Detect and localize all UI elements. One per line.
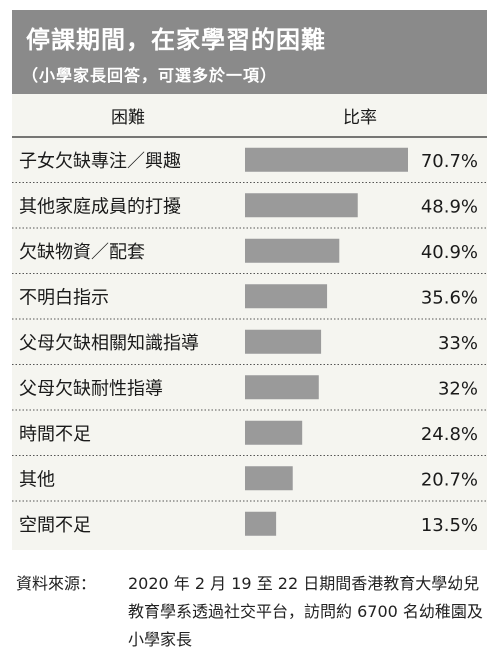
value-label: 33% (438, 333, 478, 354)
bar (245, 284, 328, 309)
value-label: 35.6% (421, 287, 478, 308)
category-label: 父母欠缺相關知識指導 (19, 333, 199, 354)
chart-title: 停課期間，在家學習的困難 (26, 26, 326, 54)
category-label: 其他 (19, 469, 55, 490)
bar (245, 329, 322, 354)
category-label: 子女欠缺專注／興趣 (19, 151, 181, 172)
bar (245, 238, 340, 263)
column-header-rate: 比率 (343, 108, 377, 128)
value-label: 40.9% (421, 242, 478, 263)
value-label: 48.9% (421, 196, 478, 217)
value-label: 32% (438, 378, 478, 399)
value-label: 24.8% (421, 424, 478, 445)
bar (245, 147, 408, 172)
bar (245, 193, 358, 218)
category-label: 其他家庭成員的打擾 (19, 196, 181, 217)
bar (245, 466, 293, 491)
value-label: 20.7% (421, 469, 478, 490)
chart-header: 停課期間，在家學習的困難 （小學家長回答，可選多於一項） (12, 10, 487, 94)
category-label: 時間不足 (19, 424, 91, 445)
value-label: 70.7% (421, 151, 478, 172)
category-label: 不明白指示 (19, 287, 109, 308)
column-header-category: 困難 (111, 108, 145, 128)
category-label: 空間不足 (19, 515, 91, 536)
value-label: 13.5% (421, 515, 478, 536)
bar (245, 420, 303, 445)
category-label: 父母欠缺耐性指導 (19, 378, 163, 399)
bar (245, 375, 319, 400)
source-text: 2020 年 2 月 19 至 22 日期間香港教育大學幼兒教育學系透過社交平台… (128, 574, 483, 649)
chart-card (12, 10, 487, 550)
category-label: 欠缺物資／配套 (19, 242, 145, 263)
chart-subtitle: （小學家長回答，可選多於一項） (22, 66, 278, 85)
bar (245, 511, 277, 536)
source-label: 資料來源： (16, 574, 97, 593)
